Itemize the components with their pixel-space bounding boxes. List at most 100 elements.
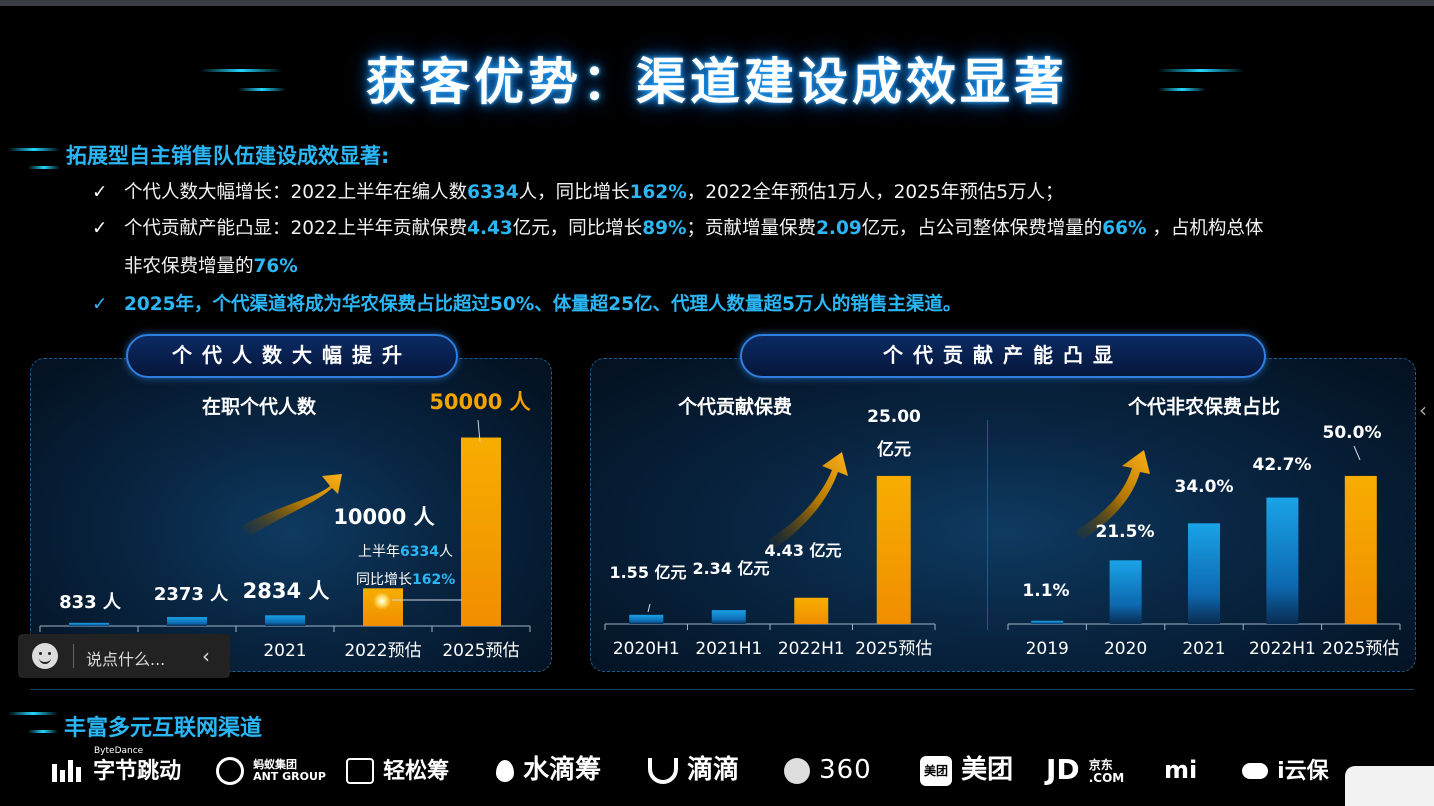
chart-2-bar-2022H1 (794, 597, 829, 624)
jd-logo: JD 京东 .COM (1046, 752, 1124, 788)
bullet-3-text: 2025年，个代渠道将成为华农保费占比超过50%、体量超25亿、代理人数量超5万… (124, 294, 962, 315)
chart-2-data-label: 4.43 亿元 (764, 541, 841, 560)
cloud-icon (1242, 762, 1268, 779)
chart-1-data-label: 833 人 (59, 592, 122, 613)
bullet-2-hl-b: 89% (642, 218, 687, 239)
mi-text: mi (1164, 756, 1198, 784)
chart-2-data-label: 2.34 亿元 (692, 559, 769, 578)
360-logo: 360 (784, 752, 872, 788)
chart-1-data-label: 50000 人 (429, 390, 530, 414)
panel-right-divider (987, 420, 988, 630)
meituan-text: 美团 (961, 755, 1014, 785)
water-drop-icon (496, 759, 514, 782)
annotation-highlight: 162% (412, 572, 455, 588)
section2-deco-1 (8, 712, 58, 715)
annotation-text: 上半年 (358, 544, 400, 560)
shuidichou-logo: 水滴筹 (496, 752, 601, 788)
chart-3-data-label: 1.1% (1022, 581, 1069, 601)
didi-icon (648, 757, 678, 784)
bytedance-logo: ByteDance 字节跳动 (50, 746, 181, 788)
chart-1-data-label: 2373 人 (154, 584, 229, 605)
chart-3-bar-2022H1 (1266, 497, 1299, 624)
cat-icon (346, 757, 374, 784)
bullet-2-text-c: ；贡献增量保费 (686, 218, 817, 239)
chart-2-xtick-label: 2022H1 (778, 639, 845, 659)
chart-2-bar-2020H1 (629, 614, 664, 624)
section1-deco-1 (8, 148, 60, 151)
bullet-1-hl-b: 162% (629, 182, 687, 203)
slide-title: 获客优势：渠道建设成效显著 (366, 53, 1068, 111)
bullet-2-text-d: 亿元，占公司整体保费增量的 (861, 218, 1103, 239)
divider-bottom (30, 689, 1414, 690)
chart-3-leader-line (1353, 445, 1361, 461)
bullet-2-hl-d: 66% (1102, 218, 1147, 239)
chart-2-data-label: 1.55 亿元 (609, 563, 686, 582)
collapse-chevron-icon[interactable]: ‹ (202, 644, 210, 668)
bullet-2-hl-e: 76% (253, 256, 298, 277)
pill-left: 个代人数大幅提升 (126, 334, 458, 378)
chat-separator (73, 644, 74, 668)
chart-2-xtick-label: 2025预估 (855, 639, 932, 659)
pill-right: 个代贡献产能凸显 (740, 334, 1266, 378)
annotation-text: 同比增长 (356, 572, 412, 588)
meituan-logo: 美团 美团 (920, 752, 1013, 788)
jd-cn-text: 京东 (1088, 757, 1113, 772)
sparkle-icon (373, 592, 391, 610)
title-deco-left-1 (200, 69, 282, 72)
growth-arrow-icon-1 (242, 474, 342, 536)
chart-1-annotation-line1: 上半年6334人 (358, 544, 453, 560)
mi-logo: mi (1164, 752, 1197, 788)
chart-2-leader-line (647, 603, 651, 613)
annotation-text: 人 (439, 544, 453, 560)
check-icon: ✓ (92, 218, 108, 239)
shuidi-text: 水滴筹 (523, 755, 602, 785)
chart-2-xtick-label: 2021H1 (695, 639, 762, 659)
chart-3-data-label: 42.7% (1253, 455, 1312, 475)
section1-heading: 拓展型自主销售队伍建设成效显著: (66, 144, 390, 168)
didi-logo: 滴滴 (648, 752, 739, 788)
chart-1-bar-2020 (167, 617, 207, 626)
chart-2-bar-2021H1 (711, 610, 746, 624)
jd-com-text: .COM (1088, 770, 1125, 785)
emoji-icon[interactable] (32, 643, 58, 669)
chart-1-annotation-line2: 同比增长162% (356, 572, 455, 588)
window-top-bar (0, 0, 1434, 6)
chat-input[interactable]: 说点什么... (86, 650, 166, 669)
ant-en-text: ANT GROUP (253, 769, 326, 783)
chart-3-data-label: 21.5% (1096, 522, 1155, 542)
chart-3-title: 个代非农保费占比 (1128, 396, 1281, 418)
bullet-2-text-f: 非农保费增量的 (124, 256, 254, 277)
chart-1-bar-2019 (69, 622, 109, 626)
chart-3-bar-2021 (1188, 523, 1220, 624)
annotation-highlight: 6334 (400, 544, 439, 560)
bullet-2-line-2: 非农保费增量的76% (124, 254, 298, 280)
corner-widget[interactable] (1345, 766, 1434, 806)
chart-3-xtick-label: 2022H1 (1249, 639, 1316, 659)
yunbao-logo: i云保 (1242, 752, 1329, 788)
expand-side-chevron-icon[interactable]: ‹ (1419, 398, 1427, 422)
growth-arrow-icon-2 (768, 452, 848, 548)
bytedance-icon (52, 759, 81, 782)
chart-1-data-label: 10000 人 (333, 505, 434, 529)
chat-input-bar[interactable]: 说点什么... ‹ (18, 634, 230, 678)
bullet-2-text-a: 个代贡献产能凸显：2022上半年贡献保费 (124, 218, 468, 239)
chart-1-leader-line (477, 419, 481, 443)
chart-3-xtick-label: 2020 (1104, 639, 1147, 659)
didi-text: 滴滴 (687, 755, 740, 785)
bullet-2-hl-a: 4.43 (467, 218, 513, 239)
chart-3-xtick-label: 2021 (1182, 639, 1225, 659)
ant-icon (216, 756, 244, 785)
bullet-1-text-a: 个代人数大幅增长：2022上半年在编人数 (124, 182, 468, 203)
title-deco-right-1 (1158, 69, 1244, 72)
chart-1-xtick-label: 2022预估 (344, 641, 421, 661)
chart-1-xtick-label: 2025预估 (442, 641, 519, 661)
bullet-2-hl-c: 2.09 (816, 218, 862, 239)
yunbao-text: i云保 (1277, 759, 1329, 784)
bullet-2-text-b: 亿元，同比增长 (512, 218, 643, 239)
qingsong-text: 轻松筹 (383, 759, 450, 784)
growth-arrow-icon-3 (1074, 450, 1150, 540)
ant-group-logo: 蚂蚁集团 ANT GROUP (216, 752, 326, 788)
chart-3-xtick-label: 2025预估 (1322, 639, 1399, 659)
jd-text: JD (1046, 753, 1080, 786)
